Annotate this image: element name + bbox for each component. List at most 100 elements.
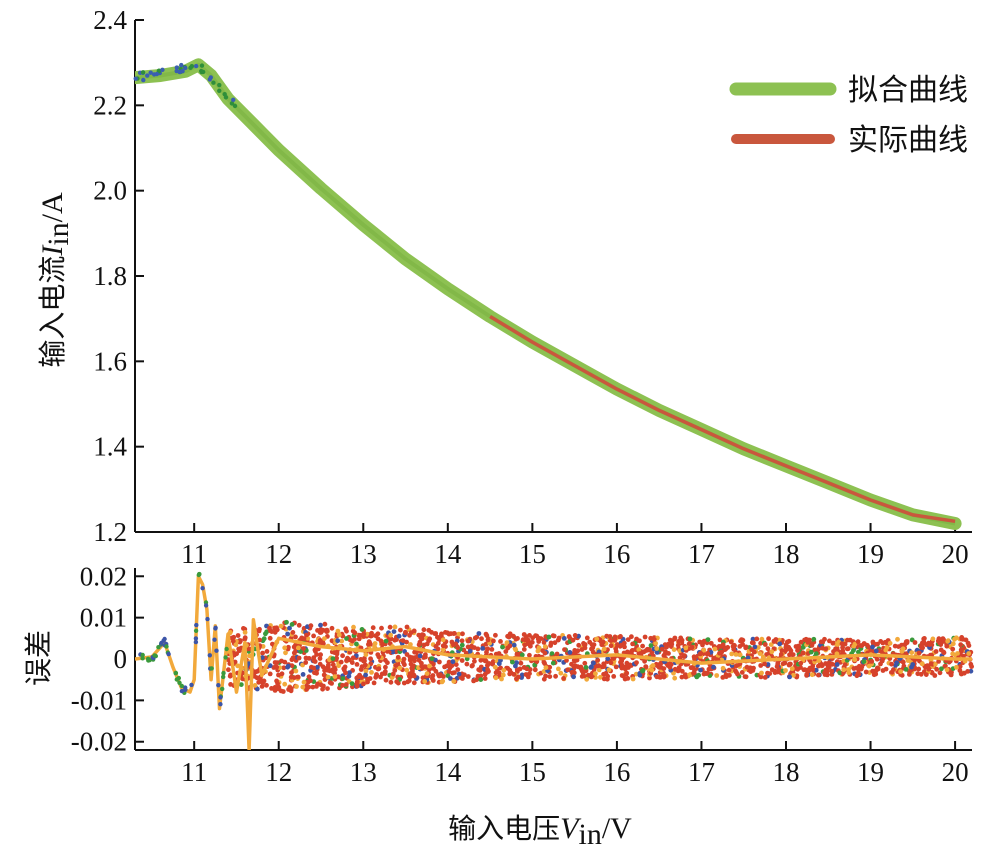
error-point	[554, 651, 560, 657]
error-point	[870, 644, 875, 650]
error-point	[485, 667, 490, 672]
top-noise-point	[133, 76, 138, 81]
error-point	[826, 664, 832, 670]
error-point	[404, 639, 409, 645]
error-point	[663, 649, 668, 655]
error-point	[691, 670, 696, 676]
error-point	[786, 662, 792, 668]
error-point	[296, 655, 302, 661]
error-point	[677, 667, 682, 673]
error-point	[765, 646, 771, 652]
error-point	[720, 642, 726, 648]
error-point	[601, 646, 607, 652]
error-point	[194, 622, 199, 628]
error-point	[421, 642, 427, 648]
error-point	[654, 646, 660, 651]
error-point	[272, 688, 278, 693]
error-point	[562, 647, 567, 652]
error-point	[754, 636, 760, 642]
error-point	[362, 662, 368, 668]
error-point	[658, 661, 664, 666]
error-point	[760, 654, 766, 660]
legend-label-actual: 实际曲线	[848, 123, 968, 158]
error-point	[220, 686, 225, 692]
error-point	[214, 648, 219, 653]
error-point	[314, 684, 319, 689]
error-point	[936, 659, 941, 664]
error-point	[579, 647, 585, 652]
error-point	[608, 660, 614, 666]
error-point	[452, 670, 457, 675]
error-point	[156, 645, 161, 650]
error-point	[308, 623, 314, 629]
error-point	[827, 638, 832, 644]
error-point	[775, 660, 781, 666]
error-point	[419, 632, 425, 637]
error-point	[801, 667, 807, 673]
top-y-tick-label: 1.6	[93, 346, 127, 376]
error-point	[440, 643, 446, 649]
error-point	[796, 643, 801, 649]
top-scatter-points	[133, 62, 238, 109]
error-point	[388, 679, 394, 685]
error-point	[733, 663, 739, 669]
error-point	[795, 666, 801, 672]
error-point	[772, 668, 778, 674]
top-noise-point	[199, 63, 205, 68]
error-point	[912, 640, 918, 645]
top-y-tick-label: 2.0	[93, 176, 127, 206]
error-point	[599, 642, 605, 648]
top-x-tick-label: 16	[603, 539, 630, 569]
error-point	[492, 664, 498, 670]
error-point	[272, 625, 277, 631]
error-point	[223, 655, 228, 660]
error-point	[689, 644, 695, 650]
error-point	[583, 668, 589, 674]
error-point	[823, 667, 829, 673]
error-point	[322, 621, 328, 627]
top-x-tick-label: 17	[688, 539, 715, 569]
error-point	[519, 652, 525, 658]
top-x-tick-label: 12	[265, 539, 292, 569]
error-point	[651, 637, 657, 642]
error-point	[456, 671, 462, 677]
error-point	[392, 668, 398, 673]
top-noise-point	[180, 68, 185, 74]
error-point	[327, 668, 333, 674]
error-point	[290, 630, 296, 635]
error-point	[375, 631, 381, 637]
error-point	[730, 644, 736, 649]
error-point	[739, 637, 744, 642]
error-point	[361, 681, 366, 687]
error-point	[173, 670, 179, 676]
error-point	[429, 656, 435, 661]
error-point	[278, 623, 284, 629]
error-point	[218, 702, 223, 707]
error-point	[279, 658, 284, 664]
error-point	[354, 641, 359, 647]
error-point	[356, 636, 362, 642]
error-point	[961, 670, 967, 676]
svg-text:输入电流Iin/A: 输入电流Iin/A	[36, 192, 75, 368]
error-point	[785, 639, 790, 645]
error-point	[608, 638, 614, 643]
error-point	[851, 648, 856, 653]
error-point	[672, 675, 678, 681]
error-point	[383, 657, 388, 663]
error-point	[611, 656, 616, 661]
error-point	[536, 639, 542, 644]
error-point	[290, 655, 296, 661]
error-point	[478, 677, 484, 682]
error-point	[728, 639, 734, 645]
bottom-x-tick-label: 15	[519, 757, 546, 787]
error-point	[804, 671, 810, 677]
error-point	[668, 639, 674, 645]
error-point	[630, 641, 635, 647]
error-point	[347, 670, 352, 676]
error-point	[455, 667, 461, 672]
error-point	[601, 662, 607, 667]
error-point	[758, 640, 763, 646]
error-panel: 0.02 0.01 0 -0.01 -0.02 11 12 13 14 15 16 17 18 19 20…	[22, 561, 974, 851]
error-point	[289, 670, 294, 675]
